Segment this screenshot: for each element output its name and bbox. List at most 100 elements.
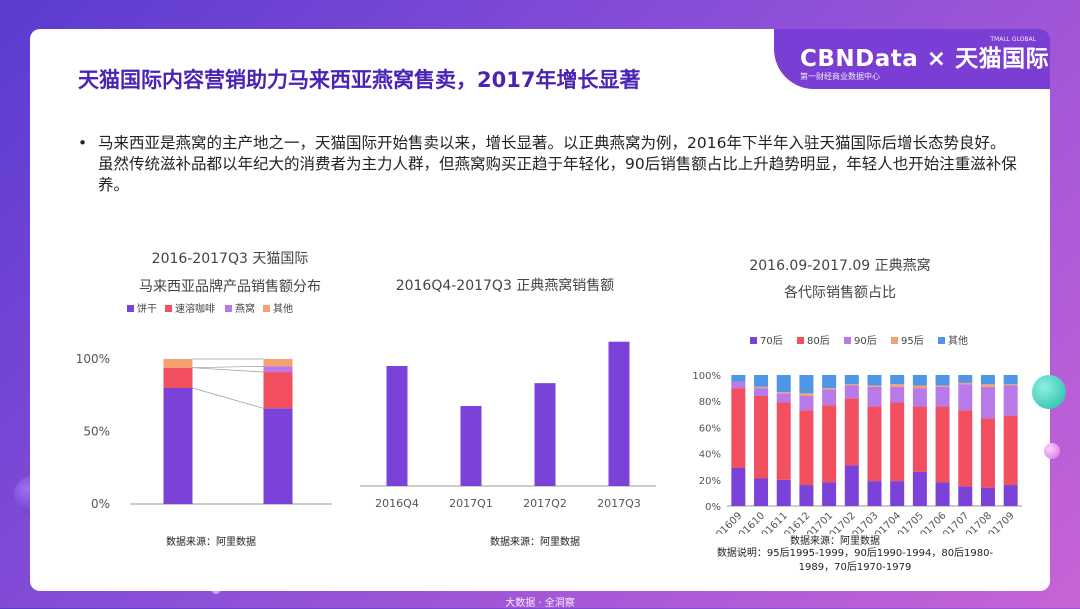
chart3-bar-11-0 [980,487,995,506]
chart3-bar-8-0 [912,471,927,506]
chart3-legend-swatch-2 [844,337,851,344]
chart3-bar-10-2 [958,384,973,411]
decor-circle-teal [1032,375,1066,409]
brand-banner: TMALL GLOBAL CBNData × 天猫国际 第一财经商业数据中心 [774,29,1050,89]
chart3-bar-3-2 [799,395,814,411]
chart3-bar-12-0 [1003,485,1018,506]
chart3-bar-8-1 [912,406,927,472]
decor-circle-pink [1044,443,1060,459]
chart3-bar-10-1 [958,410,973,487]
chart2-xtick-2: 2017Q2 [523,497,567,510]
chart3-title-line1: 2016.09-2017.09 正典燕窝 [749,258,931,274]
chart3-bar-9-0 [935,482,950,506]
chart3-bar-2-2 [776,393,791,403]
chart3-bar-7-2 [890,386,905,403]
chart3-ytick-0: 0% [705,502,721,513]
chart3-bar-2-4 [776,375,791,393]
chart2-bar-3 [608,341,630,486]
chart3-bar-8-3 [912,385,927,389]
bullet-text: 马来西亚是燕窝的主产地之一，天猫国际开始售卖以来，增长显著。以正典燕窝为例，20… [98,134,1017,194]
brand-subtitle: 第一财经商业数据中心 [800,72,880,81]
chart2-xtick-1: 2017Q1 [449,497,493,510]
chart1-legend-label-3: 其他 [273,302,293,315]
chart3-bar-1-0 [754,478,769,506]
chart3-bar-4-4 [822,375,837,389]
chart3-bar-6-4 [867,375,882,386]
chart3-ytick-4: 80% [699,397,721,408]
chart3-legend-label-2: 90后 [854,335,877,347]
chart3-bar-8-4 [912,375,927,386]
chart3-bar-2-0 [776,479,791,506]
chart3-bar-11-2 [980,386,995,419]
chart3-bar-1-1 [754,395,769,479]
chart3-legend-label-0: 70后 [760,335,783,347]
chart3-bar-9-1 [935,406,950,483]
chart3-bar-9-4 [935,375,950,386]
chart1-legend-swatch-0 [127,305,134,312]
chart3-bar-12-2 [1003,385,1018,416]
footer-slogan: 大数据 · 全洞察 [505,598,575,609]
chart1-bar-0-0 [163,388,193,504]
chart3-bar-6-2 [867,386,882,407]
chart3-bar-5-1 [844,398,859,466]
chart2-zhengdian-sales: 2016Q4 2017Q1 2017Q2 2017Q3 [360,341,656,510]
brand-tmall-label: TMALL GLOBAL [990,36,1036,43]
chart3-ytick-5: 100% [692,371,721,382]
chart3-bar-9-2 [935,386,950,407]
chart1-title-line2: 马来西亚品牌产品销售额分布 [139,279,321,295]
chart2-xtick-0: 2016Q4 [375,497,419,510]
chart3-bar-3-4 [799,375,814,394]
chart3-bar-2-1 [776,402,791,480]
chart3-legend-label-1: 80后 [807,335,830,347]
page-title: 天猫国际内容营销助力马来西亚燕窝售卖，2017年增长显著 [78,68,641,92]
chart3-bar-0-4 [731,375,746,382]
chart1-legend-swatch-2 [225,305,232,312]
chart3-bar-0-1 [731,388,746,469]
brand-logo-text: CBNData × 天猫国际 [800,46,1050,72]
chart1-bar-0-1 [163,367,193,388]
chart1-bar-0-3 [163,359,193,368]
chart3-bar-4-3 [822,388,837,390]
chart1-bar-1-2 [263,366,293,373]
chart1-ytick-2: 100% [76,352,110,366]
chart3-bar-1-2 [754,388,769,396]
chart3-ytick-2: 40% [699,450,721,461]
chart3-bar-5-3 [844,384,859,386]
chart3-bar-6-0 [867,481,882,506]
chart3-bar-7-1 [890,402,905,482]
chart3-legend-label-4: 其他 [948,334,968,347]
chart3-bar-3-1 [799,410,814,486]
chart3-bar-1-3 [754,386,769,389]
chart2-bar-2 [534,383,556,486]
chart3-bar-5-0 [844,465,859,506]
chart2-title: 2016Q4-2017Q3 正典燕窝销售额 [395,278,615,294]
chart3-bar-1-4 [754,375,769,387]
chart2-source: 数据来源：阿里数据 [490,537,580,548]
chart3-bar-8-2 [912,388,927,407]
chart3-legend-swatch-0 [750,337,757,344]
chart3-bar-9-3 [935,385,950,387]
chart2-xtick-3: 2017Q3 [597,497,641,510]
bullet-dot: • [78,134,88,152]
chart3-bar-11-3 [980,384,995,387]
chart3-bar-7-0 [890,481,905,506]
chart1-title-line1: 2016-2017Q3 天猫国际 [151,251,309,267]
chart1-ytick-1: 50% [83,425,110,439]
chart3-bar-10-0 [958,486,973,506]
chart3-bar-7-4 [890,375,905,385]
chart3-legend-label-3: 95后 [901,335,924,347]
chart3-bar-10-4 [958,375,973,383]
chart1-bar-1-1 [263,372,293,409]
chart3-legend-swatch-3 [891,337,898,344]
chart3-legend-swatch-4 [938,337,945,344]
chart3-bar-4-2 [822,389,837,406]
chart3-bar-0-0 [731,468,746,506]
chart3-bar-4-1 [822,405,837,483]
chart1-legend-label-2: 燕窝 [235,302,255,315]
chart3-bar-12-3 [1003,384,1018,386]
chart1-ytick-0: 0% [91,497,110,511]
chart1-legend-swatch-3 [263,305,270,312]
chart1-bar-1-0 [263,408,293,504]
chart3-bar-12-4 [1003,375,1018,385]
chart3-generation-share: 70后 80后 90后 95后 其他0%20%40%60%80%100%20160920… [692,334,1022,534]
